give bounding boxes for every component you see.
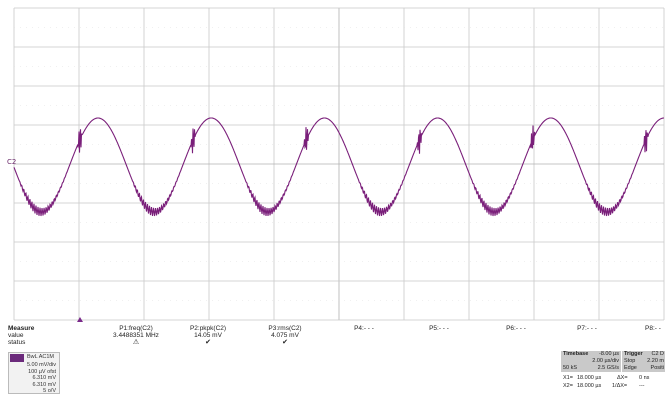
timebase-per-div: 2.00 µs/div [592,358,619,364]
p8-name: P8:- - [645,325,661,332]
measure-p8[interactable]: P8:- - [645,325,661,332]
timebase-descriptor[interactable]: Timebase -8.00 µs 2.00 µs/div 50 kS 2.5 … [561,351,621,372]
trigger-label: Trigger [624,351,643,357]
p2-name: P2:pkpk(C2) [189,325,227,332]
measure-panel: Measure value status P1:freq(C2) 3.44883… [0,322,665,350]
waveform-display[interactable]: C2 [0,0,665,322]
channel-c2-descriptor[interactable]: BwL AC1M 5.00 mV/div 100 µV ofst 6.310 m… [8,352,60,394]
waveform-svg [13,7,665,321]
channel-color-swatch [10,354,24,362]
graticule [13,7,665,321]
p1-status-warning-icon: ⚠ [132,338,140,346]
trigger-mode: Stop [624,358,636,364]
timebase-rate: 2.5 GS/s [597,365,619,371]
measure-p4[interactable]: P4:- - - [329,322,399,332]
p7-name: P7:- - - [577,325,597,332]
channel-value-1: 6.310 mV [32,375,56,381]
timebase-label: Timebase [563,351,589,357]
measure-p3[interactable]: P3:rms(C2) 4.075 mV ✔ [250,322,320,346]
measure-p2[interactable]: P2:pkpk(C2) 14.05 mV ✔ [173,322,243,346]
p2-value: 14.05 mV [194,332,222,339]
timebase-delay: -8.00 µs [599,351,619,357]
timebase-samples: 50 kS [563,365,578,371]
measure-title[interactable]: Measure [8,325,35,332]
p3-name: P3:rms(C2) [268,325,302,332]
channel-offset: 100 µV ofst [28,368,56,375]
cursor-x2-value: 18.000 µs [577,383,602,389]
measure-p7[interactable]: P7:- - - [552,322,622,332]
trigger-level: 2.20 m [647,358,664,364]
measure-value-row-label: value [8,332,24,339]
measure-p5[interactable]: P5:- - - [404,322,474,332]
cursor-x1-value: 18.000 µs [577,375,602,381]
trigger-source: C2 D [651,351,664,357]
trigger-descriptor[interactable]: Trigger C2 D Stop 2.20 m Edge Positi [622,351,665,372]
p3-status-check-icon: ✔ [282,338,288,346]
cursor-inv-dx-label: 1/ΔX= [612,383,628,389]
p4-name: P4:- - - [354,325,374,332]
p2-status-check-icon: ✔ [205,338,211,346]
p3-value: 4.075 mV [271,332,299,339]
channel-value-2: 6.310 mV [32,381,56,388]
cursor-x1-label: X1= [563,375,573,381]
cursor-x2-label: X2= [563,383,573,389]
channel-vdiv: 5.00 mV/div [26,362,56,368]
p6-name: P6:- - - [506,325,526,332]
measure-p6[interactable]: P6:- - - [481,322,551,332]
trigger-position-marker[interactable] [77,317,83,322]
cursor-dx-value: 0 ns [639,375,650,381]
channel-c2-marker[interactable]: C2 [7,158,17,166]
p5-name: P5:- - - [429,325,449,332]
bottom-status-bar: BwL AC1M 5.00 mV/div 100 µV ofst 6.310 m… [0,350,665,395]
p1-name: P1:freq(C2) [119,325,153,332]
p1-value: 3.4488351 MHz [113,332,159,339]
cursor-dx-label: ΔX= [617,375,628,381]
channel-coupling-label: BwL AC1M [27,354,55,360]
measure-status-row-label: status [8,339,26,346]
measure-p1[interactable]: P1:freq(C2) 3.4488351 MHz ⚠ [101,322,171,346]
trigger-slope: Positi [650,365,664,371]
cursor-inv-dx-value: --- [639,383,645,389]
channel-value-3: 5 o/V [43,388,56,394]
channel-settings: 5.00 mV/div 100 µV ofst 6.310 mV 6.310 m… [27,362,56,395]
trigger-type: Edge [624,365,637,371]
timebase-trigger-panel: Timebase -8.00 µs 2.00 µs/div 50 kS 2.5 … [561,351,665,395]
c2-waveform-trace [13,117,664,217]
